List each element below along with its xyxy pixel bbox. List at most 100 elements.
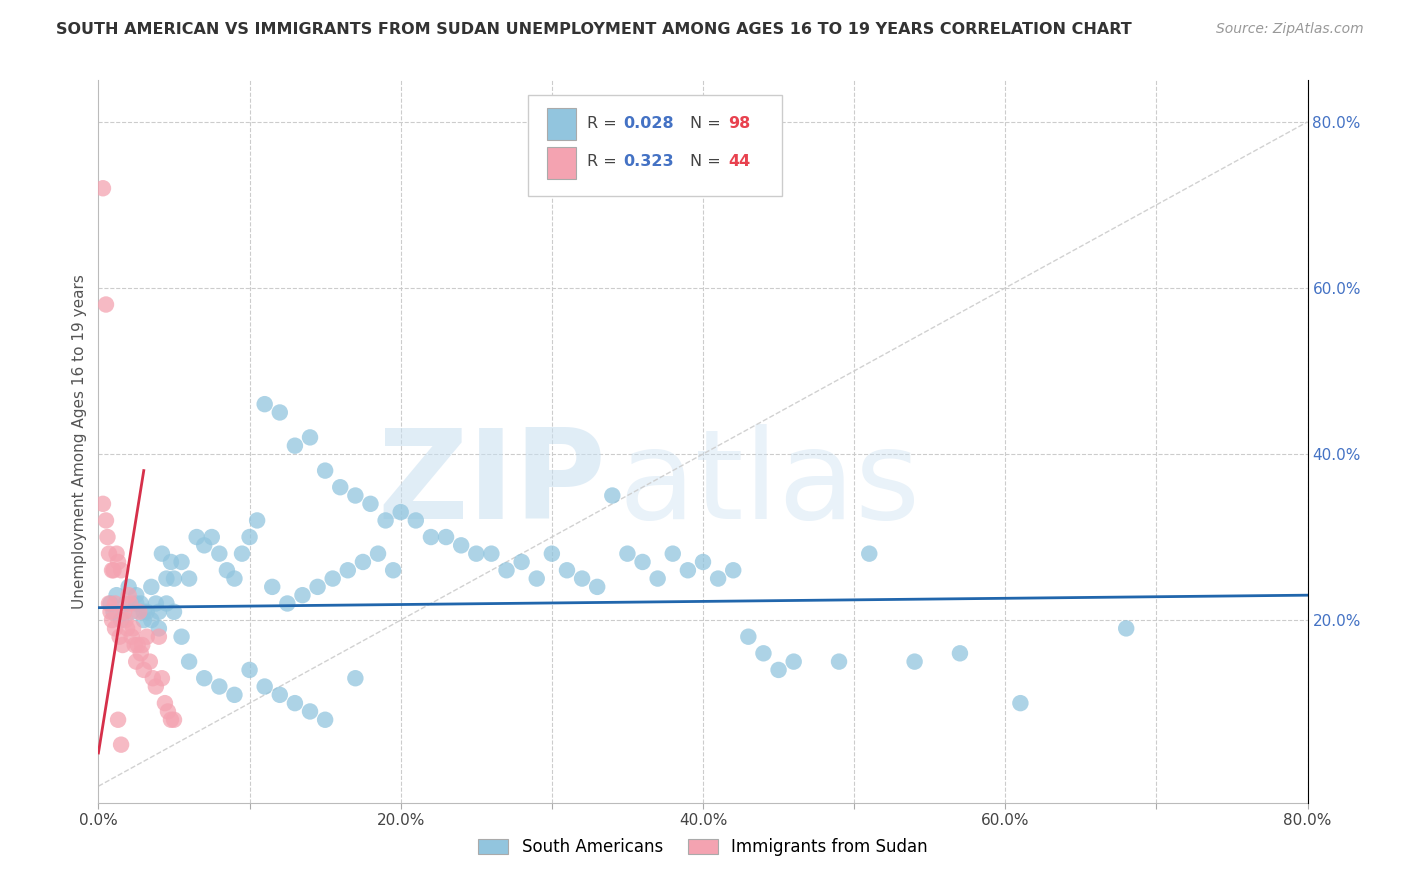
Point	[336, 563, 359, 577]
Point	[186, 530, 208, 544]
Text: R =: R =	[586, 116, 621, 131]
Point	[103, 563, 125, 577]
Point	[142, 671, 165, 685]
Point	[262, 580, 284, 594]
Point	[389, 505, 412, 519]
Point	[904, 655, 927, 669]
Point	[155, 572, 177, 586]
Point	[96, 530, 118, 544]
Point	[676, 563, 699, 577]
Point	[224, 688, 246, 702]
Point	[122, 621, 145, 635]
Point	[163, 572, 186, 586]
Point	[631, 555, 654, 569]
Point	[121, 630, 143, 644]
Point	[112, 605, 135, 619]
Point	[150, 547, 173, 561]
Point	[145, 680, 167, 694]
Point	[1115, 621, 1137, 635]
Point	[481, 547, 503, 561]
Point	[752, 646, 775, 660]
Text: 0.323: 0.323	[623, 154, 673, 169]
Text: 44: 44	[728, 154, 751, 169]
Point	[150, 671, 173, 685]
Point	[105, 547, 128, 561]
Point	[344, 671, 367, 685]
Point	[314, 713, 336, 727]
Text: 98: 98	[728, 116, 751, 131]
Point	[322, 572, 344, 586]
Point	[170, 630, 193, 644]
Text: 0.028: 0.028	[623, 116, 673, 131]
Point	[125, 588, 148, 602]
Point	[114, 613, 136, 627]
Point	[118, 588, 141, 602]
Point	[768, 663, 790, 677]
Point	[121, 605, 143, 619]
Point	[526, 572, 548, 586]
Point	[329, 480, 352, 494]
Point	[110, 563, 132, 577]
Point	[141, 613, 163, 627]
Point	[148, 605, 170, 619]
Point	[141, 580, 163, 594]
Point	[153, 696, 176, 710]
Point	[465, 547, 488, 561]
Point	[231, 547, 253, 561]
Point	[100, 605, 122, 619]
Point	[91, 181, 114, 195]
Point	[692, 555, 714, 569]
Text: SOUTH AMERICAN VS IMMIGRANTS FROM SUDAN UNEMPLOYMENT AMONG AGES 16 TO 19 YEARS C: SOUTH AMERICAN VS IMMIGRANTS FROM SUDAN …	[56, 22, 1132, 37]
Point	[367, 547, 389, 561]
Point	[208, 680, 231, 694]
Point	[284, 439, 307, 453]
Point	[405, 513, 427, 527]
Text: N =: N =	[690, 154, 725, 169]
Point	[163, 713, 186, 727]
Point	[108, 630, 131, 644]
Point	[114, 597, 136, 611]
Point	[616, 547, 638, 561]
Point	[382, 563, 405, 577]
Point	[495, 563, 517, 577]
Point	[193, 538, 215, 552]
Point	[156, 705, 179, 719]
Point	[132, 605, 155, 619]
Point	[148, 621, 170, 635]
Point	[510, 555, 533, 569]
Point	[160, 713, 183, 727]
Point	[139, 655, 162, 669]
Point	[179, 572, 201, 586]
Point	[215, 563, 238, 577]
Point	[239, 663, 262, 677]
Point	[104, 621, 127, 635]
Point	[555, 563, 578, 577]
Point	[661, 547, 683, 561]
Point	[128, 605, 150, 619]
Point	[253, 680, 276, 694]
Point	[291, 588, 314, 602]
Point	[101, 613, 124, 627]
Point	[858, 547, 880, 561]
Point	[737, 630, 759, 644]
Point	[602, 489, 624, 503]
Point	[949, 646, 972, 660]
Point	[107, 713, 129, 727]
Point	[120, 597, 142, 611]
Point	[98, 597, 121, 611]
Point	[314, 464, 336, 478]
Point	[239, 530, 262, 544]
Point	[253, 397, 276, 411]
Legend: South Americans, Immigrants from Sudan: South Americans, Immigrants from Sudan	[471, 831, 935, 863]
Point	[110, 613, 132, 627]
Point	[344, 489, 367, 503]
Point	[450, 538, 472, 552]
Point	[155, 597, 177, 611]
Point	[110, 738, 132, 752]
Point	[224, 572, 246, 586]
Point	[145, 597, 167, 611]
Point	[104, 597, 127, 611]
Point	[107, 555, 129, 569]
Text: atlas: atlas	[619, 425, 921, 545]
Point	[1010, 696, 1032, 710]
